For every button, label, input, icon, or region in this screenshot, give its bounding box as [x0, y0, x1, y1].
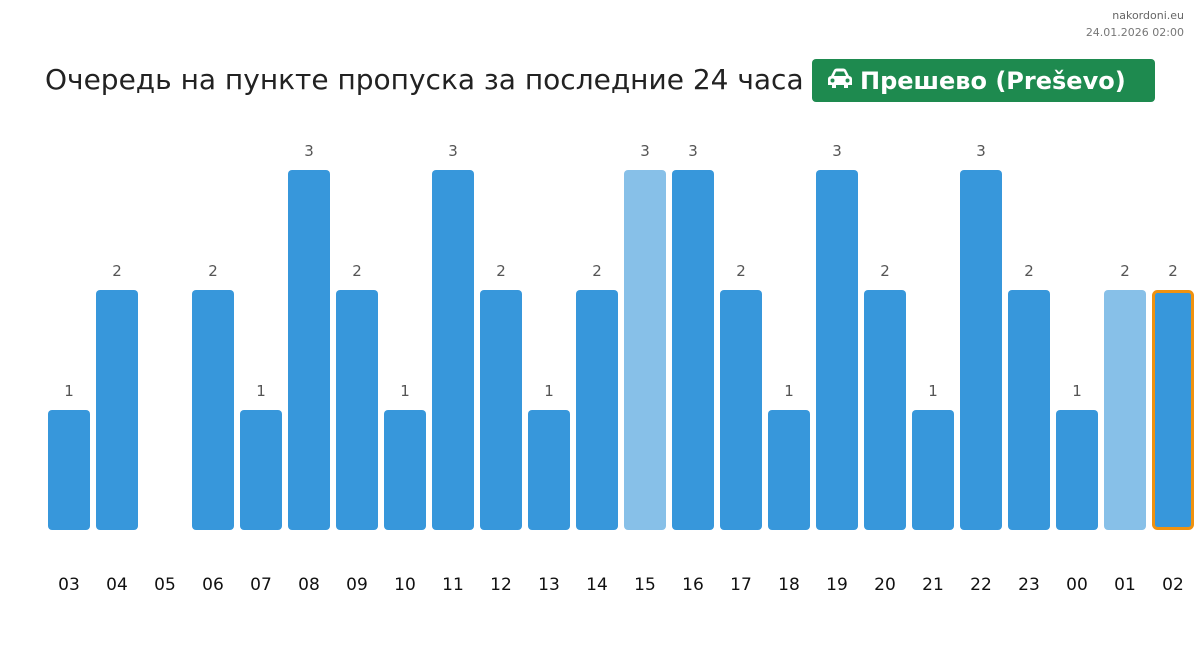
value-label-17: 2 — [736, 262, 746, 280]
checkpoint-name: Прешево (Preševo) — [860, 66, 1126, 95]
tick-label-18: 18 — [778, 575, 800, 595]
checkpoint-badge: Прешево (Preševo) — [812, 59, 1155, 102]
tick-label-05: 05 — [154, 575, 176, 595]
value-label-01: 2 — [1120, 262, 1130, 280]
bar-22 — [960, 170, 1002, 530]
value-label-09: 2 — [352, 262, 362, 280]
tick-label-01: 01 — [1114, 575, 1136, 595]
tick-label-02: 02 — [1162, 575, 1184, 595]
value-label-20: 2 — [880, 262, 890, 280]
bar-00 — [1056, 410, 1098, 530]
bar-04 — [96, 290, 138, 530]
value-label-13: 1 — [544, 382, 554, 400]
value-label-06: 2 — [208, 262, 218, 280]
value-label-14: 2 — [592, 262, 602, 280]
tick-label-11: 11 — [442, 575, 464, 595]
bar-09 — [336, 290, 378, 530]
tick-label-13: 13 — [538, 575, 560, 595]
bar-23 — [1008, 290, 1050, 530]
tick-label-10: 10 — [394, 575, 416, 595]
tick-label-15: 15 — [634, 575, 656, 595]
value-label-22: 3 — [976, 142, 986, 160]
bar-20 — [864, 290, 906, 530]
tick-label-20: 20 — [874, 575, 896, 595]
value-label-23: 2 — [1024, 262, 1034, 280]
bar-01 — [1104, 290, 1146, 530]
tick-label-00: 00 — [1066, 575, 1088, 595]
bar-08 — [288, 170, 330, 530]
bar-17 — [720, 290, 762, 530]
bar-12 — [480, 290, 522, 530]
bar-13 — [528, 410, 570, 530]
value-label-15: 3 — [640, 142, 650, 160]
value-label-00: 1 — [1072, 382, 1082, 400]
tick-label-12: 12 — [490, 575, 512, 595]
bar-15 — [624, 170, 666, 530]
tick-label-04: 04 — [106, 575, 128, 595]
value-label-08: 3 — [304, 142, 314, 160]
tick-label-09: 09 — [346, 575, 368, 595]
value-label-10: 1 — [400, 382, 410, 400]
site-name: nakordoni.eu — [1112, 9, 1184, 22]
bar-06 — [192, 290, 234, 530]
page-title: Очередь на пункте пропуска за последние … — [45, 63, 804, 96]
bar-21 — [912, 410, 954, 530]
value-label-21: 1 — [928, 382, 938, 400]
car-icon — [826, 67, 860, 95]
tick-label-06: 06 — [202, 575, 224, 595]
bar-11 — [432, 170, 474, 530]
bar-10 — [384, 410, 426, 530]
tick-label-23: 23 — [1018, 575, 1040, 595]
value-label-07: 1 — [256, 382, 266, 400]
value-label-04: 2 — [112, 262, 122, 280]
value-label-12: 2 — [496, 262, 506, 280]
value-label-03: 1 — [64, 382, 74, 400]
tick-label-03: 03 — [58, 575, 80, 595]
tick-label-19: 19 — [826, 575, 848, 595]
tick-label-17: 17 — [730, 575, 752, 595]
tick-label-21: 21 — [922, 575, 944, 595]
value-label-19: 3 — [832, 142, 842, 160]
bar-07 — [240, 410, 282, 530]
bar-18 — [768, 410, 810, 530]
value-label-11: 3 — [448, 142, 458, 160]
tick-label-07: 07 — [250, 575, 272, 595]
value-label-02: 2 — [1168, 262, 1178, 280]
bar-16 — [672, 170, 714, 530]
value-label-16: 3 — [688, 142, 698, 160]
tick-label-08: 08 — [298, 575, 320, 595]
tick-label-14: 14 — [586, 575, 608, 595]
value-label-18: 1 — [784, 382, 794, 400]
bar-14 — [576, 290, 618, 530]
bar-19 — [816, 170, 858, 530]
timestamp: 24.01.2026 02:00 — [1085, 26, 1184, 39]
tick-label-16: 16 — [682, 575, 704, 595]
bar-02 — [1152, 290, 1194, 530]
tick-label-22: 22 — [970, 575, 992, 595]
bar-03 — [48, 410, 90, 530]
